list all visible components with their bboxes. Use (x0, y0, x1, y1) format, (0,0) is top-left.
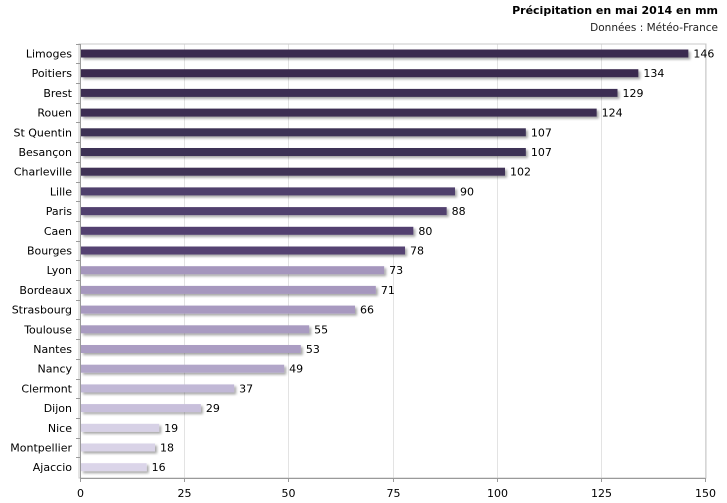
bar-montpellier (81, 443, 155, 452)
category-label: Toulouse (23, 323, 72, 336)
bar-nice (81, 423, 160, 432)
bar-charleville (81, 167, 505, 176)
chart-subtitle: Données : Météo-France (590, 22, 718, 34)
category-label: Montpellier (10, 442, 72, 455)
value-label: 88 (452, 205, 466, 218)
value-label: 18 (160, 442, 174, 455)
category-label: Clermont (21, 382, 72, 395)
category-label: Nice (48, 422, 72, 435)
value-label: 146 (693, 48, 714, 61)
bar-caen (81, 226, 414, 235)
value-label: 134 (643, 67, 664, 80)
x-tick-label: 75 (387, 487, 401, 500)
value-label: 73 (389, 264, 403, 277)
bar-paris (81, 207, 447, 216)
bar-brest (81, 88, 618, 97)
category-label: Paris (46, 205, 72, 218)
bar-poitiers (81, 69, 639, 78)
value-label: 107 (531, 126, 552, 139)
value-label: 55 (314, 323, 328, 336)
value-label: 16 (152, 461, 166, 474)
category-label: Ajaccio (33, 461, 72, 474)
bar-bourges (81, 246, 405, 255)
value-label: 71 (381, 284, 395, 297)
category-label: Nantes (33, 343, 72, 356)
value-label: 29 (206, 402, 220, 415)
value-label: 37 (239, 382, 253, 395)
bar-lyon (81, 266, 385, 275)
bar-nantes (81, 345, 301, 353)
x-tick-label: 25 (178, 487, 192, 500)
value-labels: 1461341291241071071029088807873716655534… (152, 48, 715, 475)
bar-clermont (81, 384, 235, 393)
value-label: 102 (510, 166, 531, 179)
category-label: St Quentin (13, 126, 72, 139)
category-label: Rouen (37, 107, 72, 120)
chart-title: Précipitation en mai 2014 en mm (512, 4, 718, 17)
bar-lille (81, 187, 455, 196)
category-label: Charleville (14, 166, 72, 179)
value-label: 80 (418, 225, 432, 238)
bar-rouen (81, 108, 597, 117)
category-labels: Limoges Poitiers Brest Rouen St Quentin Besan… (10, 48, 72, 475)
x-tick-label: 150 (695, 487, 716, 500)
bar-limoges (81, 49, 689, 58)
x-tick-label: 50 (282, 487, 296, 500)
category-label: Nancy (38, 363, 73, 376)
category-label: Bourges (27, 245, 72, 258)
x-axis: 0 25 50 75 100 125 150 (76, 44, 716, 500)
value-label: 90 (460, 185, 474, 198)
value-label: 66 (360, 304, 374, 317)
category-label: Lyon (47, 264, 72, 277)
value-label: 78 (410, 245, 424, 258)
bar-bordeaux (81, 285, 376, 294)
bar-st-quentin (81, 128, 526, 137)
category-label: Brest (43, 87, 72, 100)
value-label: 107 (531, 146, 552, 159)
x-tick-label: 100 (487, 487, 508, 500)
x-tick-label: 125 (591, 487, 612, 500)
value-label: 53 (306, 343, 320, 356)
bar-toulouse (81, 325, 310, 334)
category-label: Besançon (18, 146, 72, 159)
x-tick-label: 0 (77, 487, 84, 500)
category-label: Lille (50, 185, 72, 198)
bar-besan-on (81, 148, 526, 156)
category-label: Limoges (26, 48, 72, 61)
bar-ajaccio (81, 463, 147, 472)
category-label: Strasbourg (12, 304, 72, 317)
value-label: 19 (164, 422, 178, 435)
bar-strasbourg (81, 305, 355, 314)
category-label: Bordeaux (19, 284, 72, 297)
bars (81, 49, 689, 472)
value-label: 129 (623, 87, 644, 100)
value-label: 124 (602, 107, 623, 120)
bar-dijon (81, 404, 201, 413)
value-label: 49 (289, 363, 303, 376)
category-label: Dijon (44, 402, 72, 415)
category-label: Caen (44, 225, 72, 238)
bar-nancy (81, 364, 285, 373)
category-label: Poitiers (32, 67, 73, 80)
